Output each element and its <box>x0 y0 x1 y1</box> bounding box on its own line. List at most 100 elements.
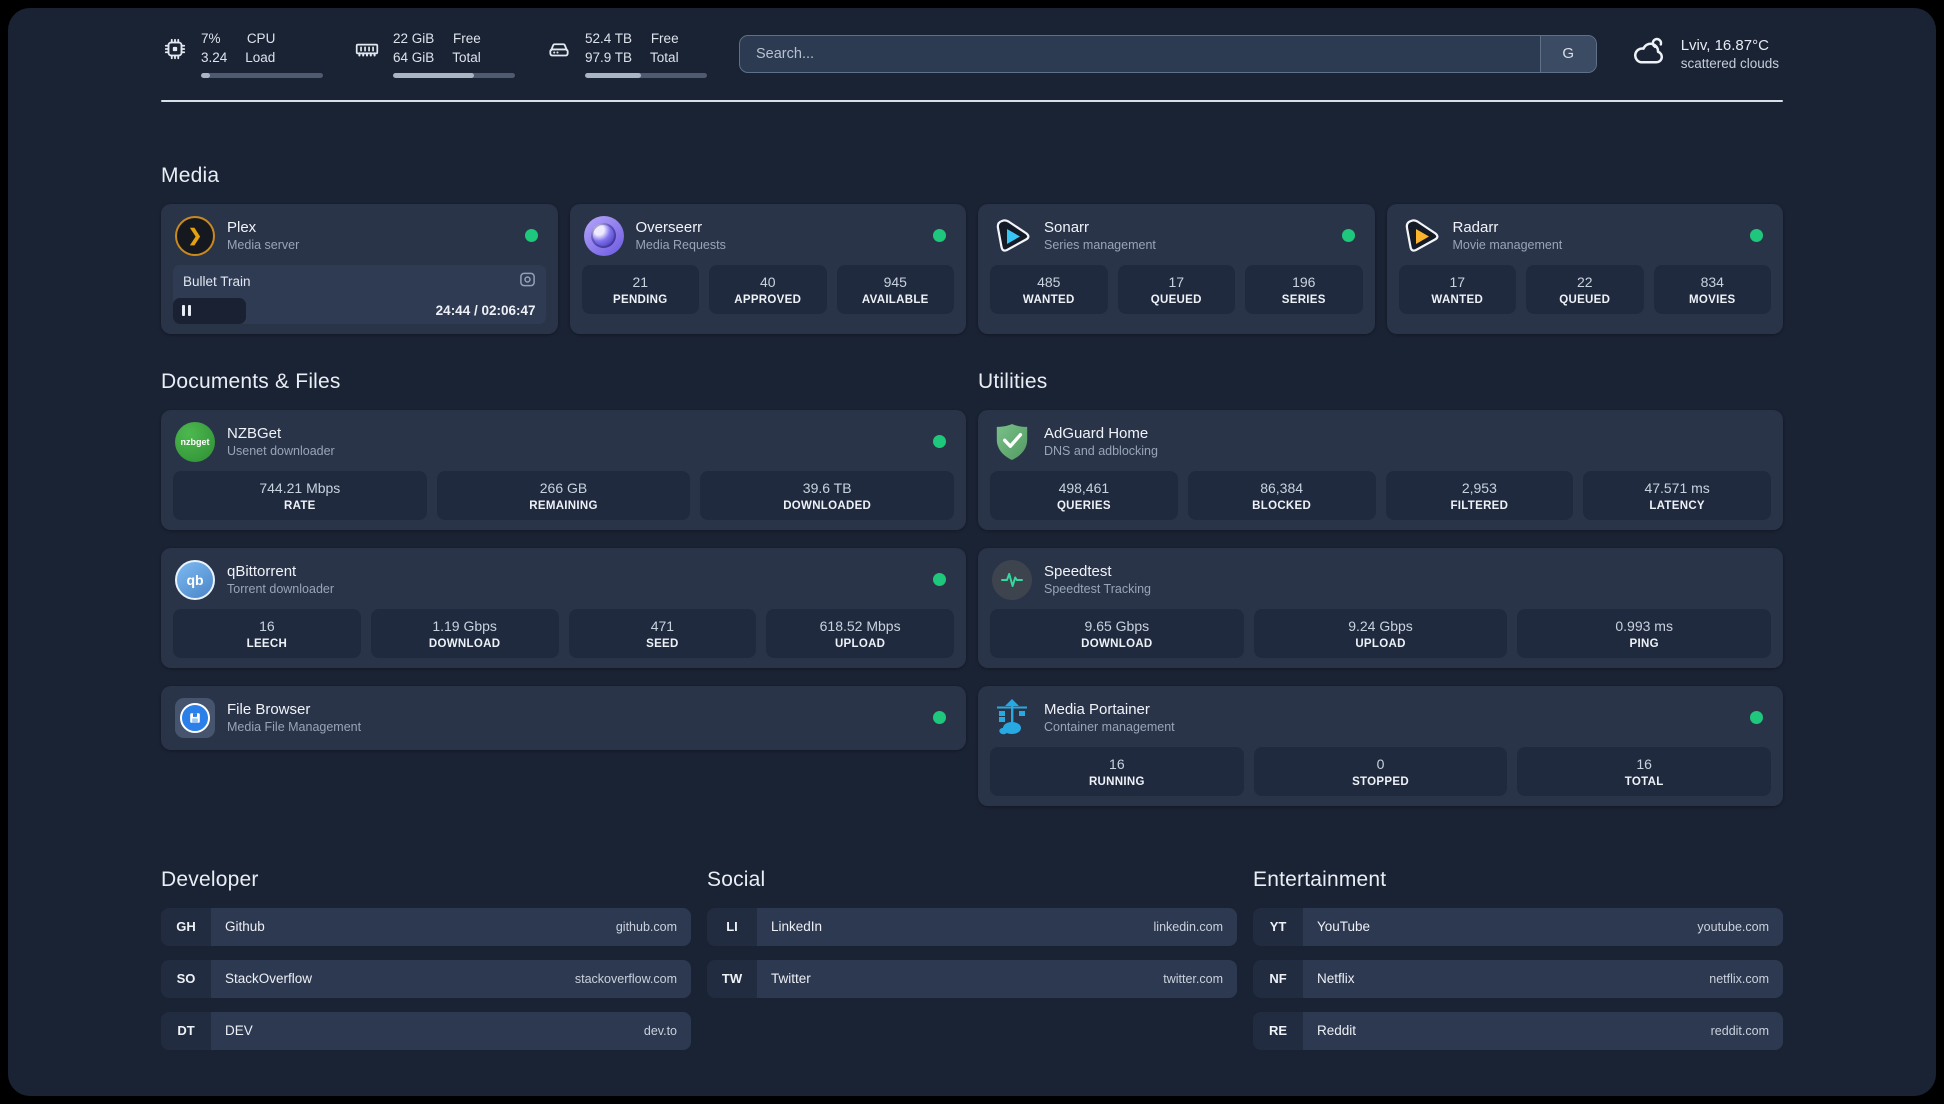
memory-total-label: Total <box>452 49 481 65</box>
playback-elapsed <box>173 297 246 324</box>
stat-tile: 39.6 TB DOWNLOADED <box>700 470 955 520</box>
sonarr-icon <box>992 216 1032 256</box>
bookmark-twitter[interactable]: TW Twitter twitter.com <box>707 959 1237 998</box>
disk-stat: 52.4 TB 97.9 TB Free Total <box>545 30 707 78</box>
stat-tile: 471 SEED <box>568 608 757 658</box>
bookmark-name: YouTube <box>1317 919 1371 935</box>
portainer-card[interactable]: Media Portainer Container management 16 … <box>978 685 1783 806</box>
qbittorrent-card[interactable]: qb qBittorrent Torrent downloader 16 LEE… <box>161 547 966 668</box>
section-title-media: Media <box>161 163 220 187</box>
bookmark-group-developer: Developer GH Github github.com SO StackO… <box>161 868 691 1050</box>
bookmark-name: Reddit <box>1317 1023 1357 1039</box>
app-subtitle: DNS and adblocking <box>1044 444 1158 459</box>
app-title: NZBGet <box>227 425 282 443</box>
stat-tile: 86,384 BLOCKED <box>1187 470 1376 520</box>
overseerr-card[interactable]: Overseerr Media Requests 21 PENDING 40 A… <box>569 203 966 334</box>
bookmark-url: netflix.com <box>1709 971 1769 986</box>
utilities-column: Utilities <box>978 370 1783 806</box>
cpu-usage-label: CPU <box>246 31 276 46</box>
stat-tile: 9.65 Gbps DOWNLOAD <box>990 608 1244 658</box>
speedtest-card[interactable]: Speedtest Speedtest Tracking 9.65 Gbps D… <box>978 547 1783 668</box>
bookmark-netflix[interactable]: NF Netflix netflix.com <box>1253 959 1783 998</box>
cpu-load-value: 3.24 <box>201 49 228 65</box>
now-playing-title: Bullet Train <box>183 274 251 290</box>
memory-free-label: Free <box>453 31 481 46</box>
status-indicator <box>933 711 946 725</box>
pause-icon <box>182 305 185 317</box>
stat-tile: 945 AVAILABLE <box>836 264 954 314</box>
bookmark-abbr: GH <box>161 907 211 946</box>
status-indicator <box>933 229 946 243</box>
bookmark-name: Twitter <box>771 971 811 987</box>
stat-tile: 22 QUEUED <box>1526 264 1644 314</box>
bookmark-name: LinkedIn <box>771 919 823 935</box>
bookmark-abbr: SO <box>161 959 211 998</box>
bookmark-abbr: DT <box>161 1011 211 1050</box>
app-title: Sonarr <box>1044 219 1090 237</box>
app-subtitle: Media Requests <box>635 238 726 253</box>
adguard-card[interactable]: AdGuard Home DNS and adblocking 498,461 … <box>978 409 1783 530</box>
app-subtitle: Speedtest Tracking <box>1044 582 1152 597</box>
bookmark-group-social: Social LI LinkedIn linkedin.com TW Twitt… <box>707 868 1237 1050</box>
stat-tile: 196 SERIES <box>1245 264 1363 314</box>
app-title: Media Portainer <box>1044 701 1150 719</box>
system-stats: 7% 3.24 CPU Load <box>161 30 707 78</box>
stat-tile: 47.571 ms LATENCY <box>1583 470 1771 520</box>
bookmark-url: youtube.com <box>1697 919 1769 934</box>
search-input[interactable] <box>740 35 1540 72</box>
plex-card[interactable]: ❯ Plex Media server Bullet Train <box>161 203 558 334</box>
bookmark-linkedin[interactable]: LI LinkedIn linkedin.com <box>707 907 1237 946</box>
app-title: Overseerr <box>635 219 703 237</box>
filebrowser-card[interactable]: File Browser Media File Management <box>161 685 966 750</box>
status-indicator <box>524 229 538 243</box>
playback-time: 24:44 / 02:06:47 <box>435 303 536 319</box>
app-subtitle: Media File Management <box>227 720 362 735</box>
memory-total-value: 64 GiB <box>393 49 435 65</box>
section-title-utilities: Utilities <box>978 369 1048 393</box>
media-grid: ❯ Plex Media server Bullet Train <box>161 203 1783 334</box>
nzbget-card[interactable]: nzbget NZBGet Usenet downloader 744.21 M… <box>161 409 966 530</box>
app-title: File Browser <box>227 701 311 719</box>
overseerr-icon <box>583 215 624 256</box>
weather-widget: Lviv, 16.87°C scattered clouds <box>1629 34 1783 73</box>
bookmark-name: Netflix <box>1317 971 1355 987</box>
section-title-social: Social <box>707 867 766 891</box>
bookmark-url: dev.to <box>643 1023 677 1038</box>
bookmark-url: github.com <box>615 919 677 934</box>
disk-free-label: Free <box>650 31 679 46</box>
weather-location: Lviv, 16.87°C <box>1680 36 1769 54</box>
bookmark-reddit[interactable]: RE Reddit reddit.com <box>1253 1011 1783 1050</box>
bookmark-url: twitter.com <box>1163 971 1223 986</box>
bookmark-name: Github <box>225 919 265 935</box>
app-title: Radarr <box>1452 219 1499 237</box>
documents-column: Documents & Files nzbget NZBGet Usenet d… <box>161 370 966 806</box>
cpu-icon <box>161 36 189 62</box>
bookmark-github[interactable]: GH Github github.com <box>161 907 691 946</box>
sonarr-card[interactable]: Sonarr Series management 485 WANTED 17 Q… <box>978 203 1375 334</box>
bookmark-stackoverflow[interactable]: SO StackOverflow stackoverflow.com <box>161 959 691 998</box>
portainer-icon <box>992 698 1032 738</box>
bookmark-dev[interactable]: DT DEV dev.to <box>161 1011 691 1050</box>
speedtest-icon <box>992 559 1032 600</box>
bookmark-abbr: LI <box>707 907 757 946</box>
stat-tile: 0.993 ms PING <box>1517 608 1772 658</box>
app-title: Plex <box>227 219 257 237</box>
radarr-icon <box>1401 216 1441 256</box>
cloud-icon <box>1629 34 1669 73</box>
bookmark-abbr: NF <box>1253 959 1303 998</box>
adguard-icon <box>992 422 1032 462</box>
app-subtitle: Torrent downloader <box>227 582 335 597</box>
stat-tile: 1.19 Gbps DOWNLOAD <box>370 608 559 658</box>
search-engine-button[interactable]: G <box>1539 35 1596 72</box>
bookmark-youtube[interactable]: YT YouTube youtube.com <box>1253 907 1783 946</box>
stat-tile: 0 STOPPED <box>1253 746 1508 796</box>
dashboard-frame: 7% 3.24 CPU Load <box>8 8 1936 1096</box>
qbittorrent-icon: qb <box>175 559 215 600</box>
stat-tile: 40 APPROVED <box>709 264 827 314</box>
app-subtitle: Movie management <box>1452 238 1563 253</box>
app-subtitle: Usenet downloader <box>227 444 335 459</box>
stat-tile: 498,461 QUERIES <box>990 470 1178 520</box>
disk-icon <box>545 36 573 62</box>
radarr-card[interactable]: Radarr Movie management 17 WANTED 22 QUE… <box>1386 203 1783 334</box>
bookmark-url: reddit.com <box>1710 1023 1769 1038</box>
